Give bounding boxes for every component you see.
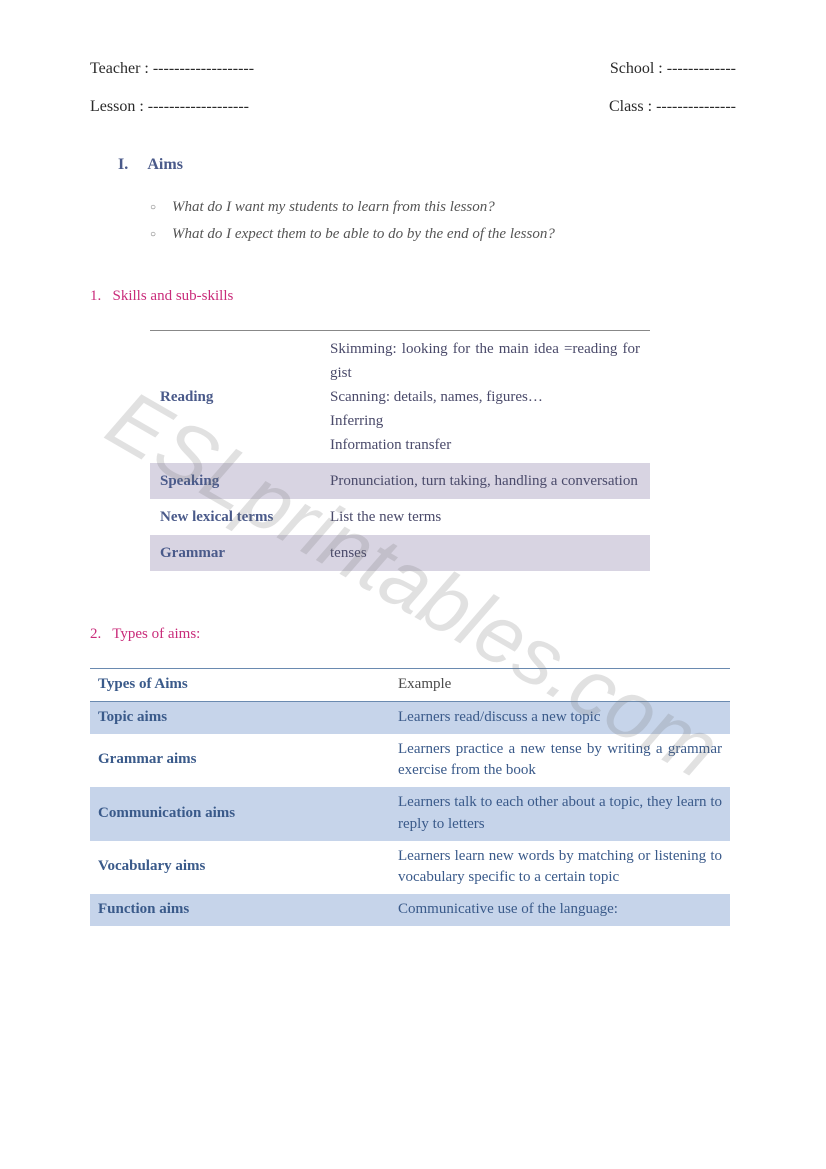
skills-label-reading: Reading [150, 331, 320, 464]
skills-label-speaking: Speaking [150, 463, 320, 499]
sub1-title: Skills and sub-skills [113, 288, 234, 304]
skills-label-grammar: Grammar [150, 535, 320, 571]
skills-row-lexical: New lexical terms List the new terms [150, 499, 650, 535]
aims-content-function: Communicative use of the language: [390, 894, 730, 926]
subheading-skills: 1. Skills and sub-skills [90, 288, 736, 305]
skills-content-speaking: Pronunciation, turn taking, handling a c… [320, 463, 650, 499]
skills-table: Reading Skimming: looking for the main i… [150, 330, 650, 571]
header-row-1: Teacher : ------------------- School : -… [90, 60, 736, 78]
aims-table: Types of Aims Example Topic aims Learner… [90, 668, 730, 926]
teacher-field: Teacher : ------------------- [90, 60, 254, 78]
sub2-number: 2. [90, 626, 101, 642]
sub2-title: Types of aims: [112, 626, 200, 642]
aims-row-grammar: Grammar aims Learners practice a new ten… [90, 734, 730, 788]
subheading-types: 2. Types of aims: [90, 626, 736, 643]
aims-header-col1: Types of Aims [90, 669, 390, 702]
lesson-field: Lesson : ------------------- [90, 98, 249, 116]
aims-question-2: What do I expect them to be able to do b… [150, 221, 736, 248]
aims-label-function: Function aims [90, 894, 390, 926]
class-field: Class : --------------- [609, 98, 736, 116]
aims-label-communication: Communication aims [90, 787, 390, 841]
aims-label-grammar: Grammar aims [90, 734, 390, 788]
aims-row-topic: Topic aims Learners read/discuss a new t… [90, 701, 730, 733]
skills-row-grammar: Grammar tenses [150, 535, 650, 571]
section-title: Aims [147, 156, 183, 173]
aims-content-communication: Learners talk to each other about a topi… [390, 787, 730, 841]
aims-question-1: What do I want my students to learn from… [150, 194, 736, 221]
aims-row-function: Function aims Communicative use of the l… [90, 894, 730, 926]
aims-header-row: Types of Aims Example [90, 669, 730, 702]
sub1-number: 1. [90, 288, 101, 304]
aims-content-vocabulary: Learners learn new words by matching or … [390, 841, 730, 895]
aims-content-grammar: Learners practice a new tense by writing… [390, 734, 730, 788]
skills-label-lexical: New lexical terms [150, 499, 320, 535]
aims-row-communication: Communication aims Learners talk to each… [90, 787, 730, 841]
header-row-2: Lesson : ------------------- Class : ---… [90, 98, 736, 116]
aims-label-topic: Topic aims [90, 701, 390, 733]
skills-row-speaking: Speaking Pronunciation, turn taking, han… [150, 463, 650, 499]
aims-label-vocabulary: Vocabulary aims [90, 841, 390, 895]
skills-content-reading: Skimming: looking for the main idea =rea… [320, 331, 650, 464]
skills-content-grammar: tenses [320, 535, 650, 571]
section-aims-heading: I. Aims [118, 156, 736, 174]
aims-header-col2: Example [390, 669, 730, 702]
skills-content-lexical: List the new terms [320, 499, 650, 535]
section-number: I. [118, 156, 128, 173]
aims-questions-list: What do I want my students to learn from… [150, 194, 736, 248]
aims-content-topic: Learners read/discuss a new topic [390, 701, 730, 733]
skills-row-reading: Reading Skimming: looking for the main i… [150, 331, 650, 464]
aims-row-vocabulary: Vocabulary aims Learners learn new words… [90, 841, 730, 895]
school-field: School : ------------- [610, 60, 736, 78]
